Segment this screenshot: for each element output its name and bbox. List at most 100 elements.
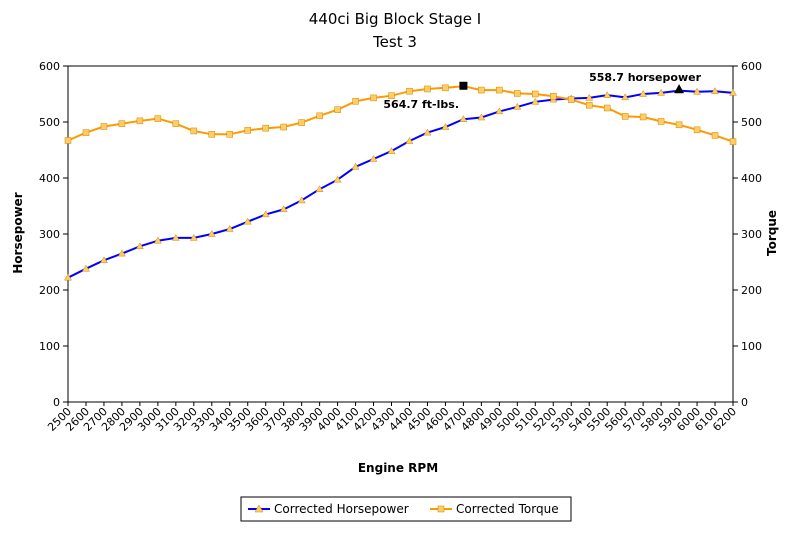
data-point [334, 106, 341, 113]
data-point [442, 84, 449, 92]
data-point [369, 154, 378, 162]
data-point [513, 102, 522, 110]
chart-title: 440ci Big Block Stage I [309, 10, 481, 28]
data-point [135, 242, 144, 250]
data-point [262, 124, 269, 132]
legend-hp-marker [254, 504, 264, 513]
data-point [567, 96, 575, 103]
data-point [693, 126, 701, 134]
data-point [82, 129, 90, 136]
peak-torque-label: 564.7 ft-lbs. [383, 98, 459, 111]
legend-tq-marker [437, 505, 445, 513]
data-point [154, 115, 162, 122]
data-point [729, 138, 737, 145]
data-point [190, 127, 198, 135]
legend-box [240, 496, 572, 522]
data-point [531, 97, 540, 105]
data-point [172, 120, 180, 127]
left-y-tick-label: 200 [39, 284, 60, 297]
data-point [585, 101, 593, 109]
data-point [100, 123, 108, 130]
data-point [279, 205, 288, 213]
data-point [226, 131, 234, 138]
data-point [424, 85, 431, 93]
left-y-axis-title: Horsepower [11, 192, 25, 274]
peak-horsepower-label: 558.7 horsepower [589, 71, 701, 84]
left-y-axis: 0 100 200 300 400 500 600 [39, 60, 68, 409]
data-point [693, 87, 701, 95]
data-point [621, 93, 630, 101]
data-point [621, 113, 629, 120]
annotations: 564.7 ft-lbs. 558.7 horsepower [383, 71, 701, 111]
data-point [423, 128, 432, 136]
data-point [100, 256, 108, 264]
series-line [67, 85, 734, 143]
left-y-tick-label: 600 [39, 60, 60, 73]
data-point [496, 86, 503, 94]
data-point [477, 113, 486, 121]
data-point [225, 224, 234, 232]
legend-hp-label: Corrected Horsepower [274, 502, 409, 516]
left-y-tick-label: 0 [53, 396, 60, 409]
right-y-tick-label: 200 [741, 284, 762, 297]
data-point [388, 92, 395, 99]
chart-subtitle: Test 3 [372, 33, 417, 51]
data-point [153, 236, 162, 244]
series-line [67, 89, 734, 279]
series-layer [64, 82, 737, 281]
data-point [729, 88, 737, 96]
right-y-tick-label: 300 [741, 228, 762, 241]
legend: Corrected Horsepower Corrected Torque [240, 496, 572, 522]
right-y-tick-label: 0 [741, 396, 748, 409]
data-point [657, 88, 666, 96]
data-point [208, 131, 216, 138]
data-point [118, 120, 126, 127]
data-point [639, 113, 647, 121]
data-point [532, 90, 539, 98]
data-point [711, 132, 719, 139]
data-point [189, 233, 198, 241]
data-point [243, 217, 252, 225]
left-y-tick-label: 100 [39, 340, 60, 353]
data-point [495, 107, 504, 115]
data-point [675, 121, 683, 129]
data-point [117, 249, 126, 257]
data-point [639, 90, 648, 97]
right-y-tick-label: 600 [741, 60, 762, 73]
data-point [550, 92, 557, 100]
data-point [333, 175, 342, 183]
data-point [207, 230, 216, 237]
data-point [459, 115, 468, 122]
x-axis: 2500260027002800290030003100320033003400… [45, 402, 739, 434]
left-y-tick-label: 300 [39, 228, 60, 241]
left-y-tick-label: 400 [39, 172, 60, 185]
data-point [352, 98, 359, 105]
data-point [261, 210, 270, 218]
data-point [711, 87, 719, 94]
right-y-axis-title: Torque [765, 210, 779, 256]
data-point [171, 233, 180, 241]
data-point [585, 93, 594, 101]
data-point [297, 196, 306, 204]
data-point [406, 87, 413, 95]
data-point [64, 273, 72, 281]
data-point [351, 162, 360, 170]
right-y-axis: 0 100 200 300 400 500 600 [733, 60, 762, 409]
data-point [387, 147, 396, 154]
peak-horsepower-marker [674, 84, 685, 94]
legend-tq-label: Corrected Torque [456, 502, 559, 516]
data-point [244, 127, 251, 134]
peak-torque-marker [459, 81, 468, 90]
data-point [315, 185, 324, 192]
left-y-tick-label: 500 [39, 116, 60, 129]
data-point [405, 137, 414, 144]
data-point [136, 117, 144, 125]
data-point [441, 123, 450, 130]
data-point [657, 118, 665, 125]
series-torque [64, 82, 737, 145]
data-point [82, 264, 90, 272]
data-point [298, 119, 305, 126]
data-point [316, 112, 323, 120]
data-point [280, 123, 287, 131]
